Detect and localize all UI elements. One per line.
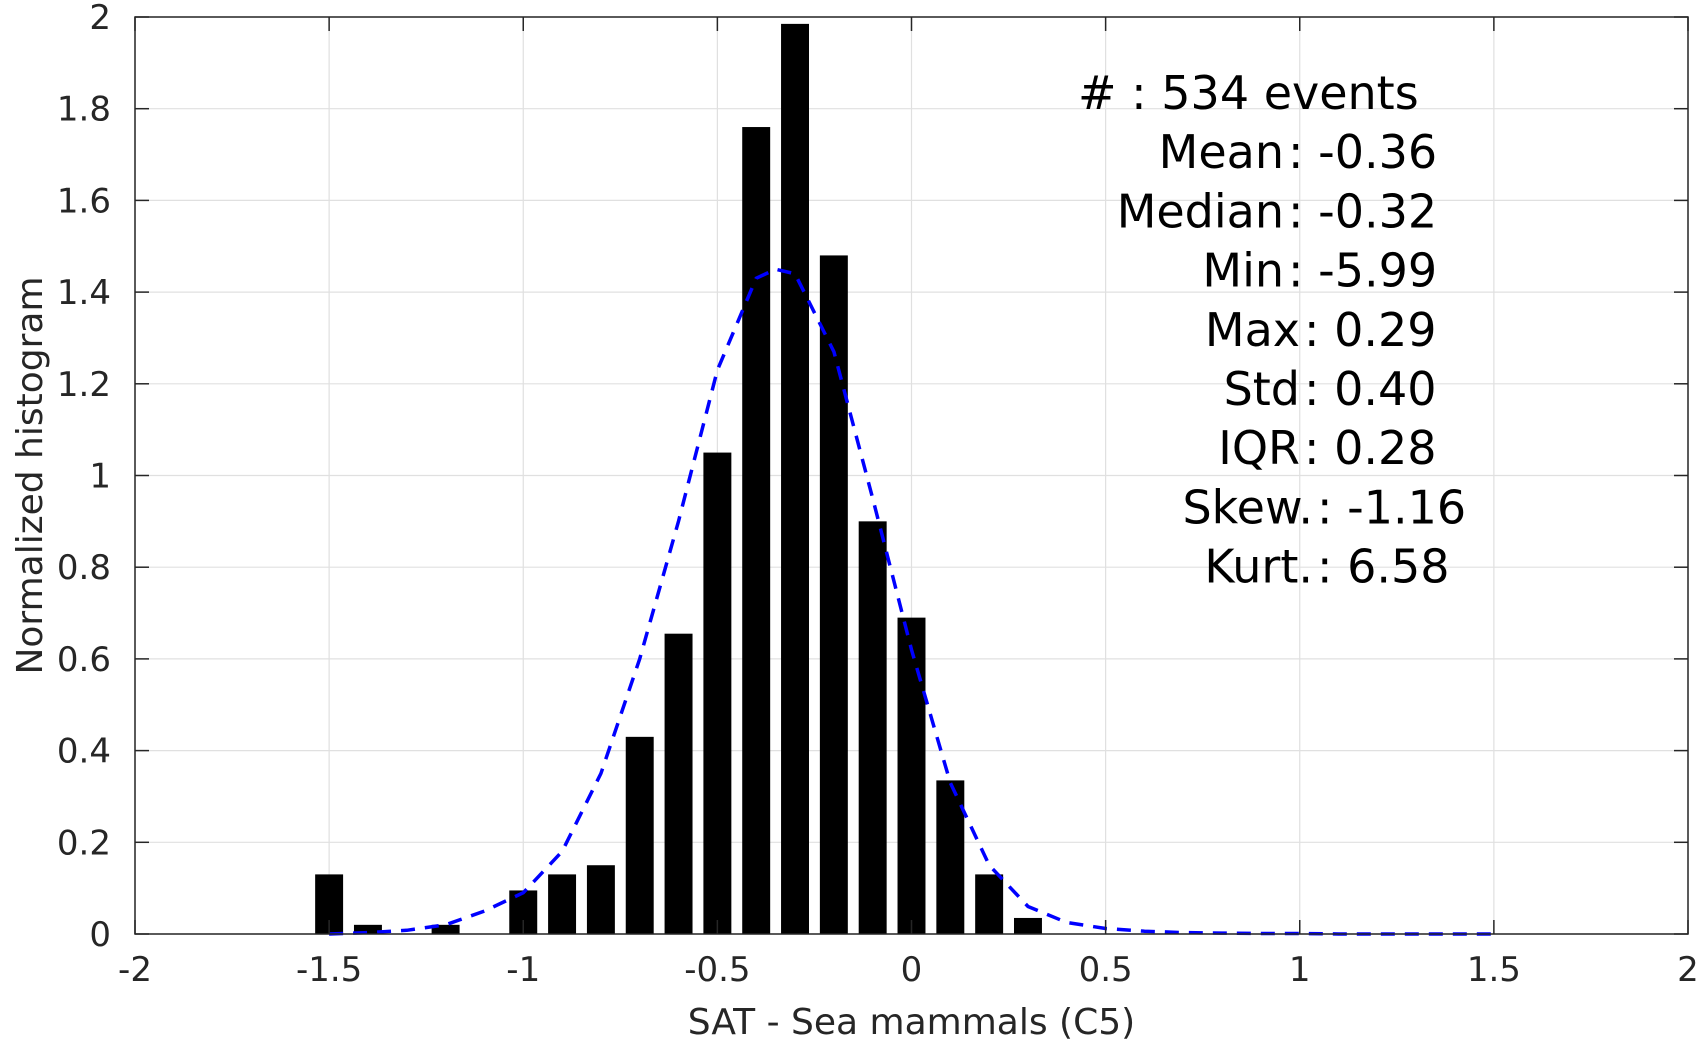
stat-label: Median [1117, 184, 1284, 238]
stat-value: : -0.32 [1288, 184, 1437, 238]
y-axis-label: Normalized histogram [10, 276, 51, 674]
y-tick-label: 1.2 [57, 365, 111, 405]
y-tick-label: 1.8 [57, 90, 111, 130]
y-tick-label: 1 [89, 457, 111, 497]
stat-line: Skew.: -1.16 [1182, 480, 1466, 534]
stat-line: IQR: 0.28 [1218, 421, 1436, 475]
stat-label: Min [1202, 244, 1284, 298]
histogram-bar [858, 521, 887, 934]
histogram-bar [742, 127, 771, 935]
stat-line: Min: -5.99 [1202, 244, 1437, 298]
stat-value: : 6.58 [1317, 540, 1450, 594]
x-tick-labels: -2 -1.5 -1 -0.5 0 0.5 1 1.5 2 [118, 950, 1699, 990]
histogram-bar [586, 865, 615, 934]
stat-value: : 0.28 [1304, 421, 1437, 475]
y-tick-label: 1.6 [57, 181, 111, 221]
y-tick-label: 1.4 [57, 273, 111, 313]
histogram-bar [936, 780, 965, 934]
stat-value: : 0.40 [1304, 362, 1437, 416]
y-tick-labels: 0 0.2 0.4 0.6 0.8 1 1.2 1.4 1.6 1.8 2 [57, 0, 111, 955]
stat-line: Kurt.: 6.58 [1204, 540, 1449, 594]
histogram-bar [353, 924, 382, 934]
stat-label: Skew. [1182, 480, 1313, 534]
stat-line: Mean: -0.36 [1159, 125, 1437, 179]
histogram-bar [548, 874, 577, 934]
y-tick-label: 2 [89, 0, 111, 38]
histogram-bar [781, 23, 810, 934]
stat-label: Max [1205, 303, 1300, 357]
stat-line-text: # : 534 events [1078, 66, 1419, 120]
x-tick-label: -0.5 [684, 950, 750, 990]
x-tick-label: 1.5 [1467, 950, 1521, 990]
stat-label: IQR [1218, 421, 1300, 475]
axis-ticks [134, 16, 1689, 935]
histogram-bar [1013, 917, 1042, 934]
x-tick-label: -1.5 [296, 950, 362, 990]
x-axis-label: SAT - Sea mammals (C5) [688, 1002, 1135, 1043]
histogram-bar [664, 633, 693, 934]
histogram-bar [819, 255, 848, 935]
stat-value: : -0.36 [1288, 125, 1437, 179]
x-tick-label: 1 [1289, 950, 1311, 990]
stat-value: : -5.99 [1288, 244, 1437, 298]
stat-value: : 0.29 [1304, 303, 1437, 357]
stat-line: Median: -0.32 [1117, 184, 1437, 238]
y-tick-label: 0.4 [57, 732, 111, 772]
x-tick-label: -2 [118, 950, 152, 990]
stat-line: Std: 0.40 [1224, 362, 1437, 416]
histogram-bars [315, 23, 1042, 935]
histogram-bar [703, 452, 732, 934]
stat-label: Mean [1159, 125, 1284, 179]
y-tick-label: 0 [89, 915, 111, 955]
stat-value: : -1.16 [1317, 480, 1466, 534]
histogram-bar [431, 924, 460, 934]
x-tick-label: 2 [1677, 950, 1699, 990]
stat-line: Max: 0.29 [1205, 303, 1437, 357]
stat-label: Kurt. [1204, 540, 1313, 594]
stat-line: # : 534 events [1078, 66, 1419, 120]
y-tick-label: 0.8 [57, 548, 111, 588]
x-tick-label: 0.5 [1079, 950, 1133, 990]
stat-label: Std [1224, 362, 1300, 416]
histogram-bar [897, 617, 926, 934]
y-tick-label: 0.6 [57, 640, 111, 680]
x-tick-label: -1 [506, 950, 540, 990]
histogram-bar [975, 874, 1004, 934]
x-tick-label: 0 [901, 950, 923, 990]
y-tick-label: 0.2 [57, 823, 111, 863]
histogram-bar [625, 736, 654, 934]
